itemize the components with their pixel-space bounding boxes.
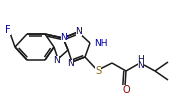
Text: F: F xyxy=(5,25,11,35)
Text: N: N xyxy=(68,59,74,68)
Text: O: O xyxy=(122,85,130,95)
Text: N: N xyxy=(61,33,67,42)
Text: N: N xyxy=(76,27,82,36)
Text: NH: NH xyxy=(94,39,107,48)
Text: S: S xyxy=(95,66,101,76)
Text: H: H xyxy=(138,54,144,63)
Text: N: N xyxy=(138,60,144,70)
Text: N: N xyxy=(54,56,60,65)
